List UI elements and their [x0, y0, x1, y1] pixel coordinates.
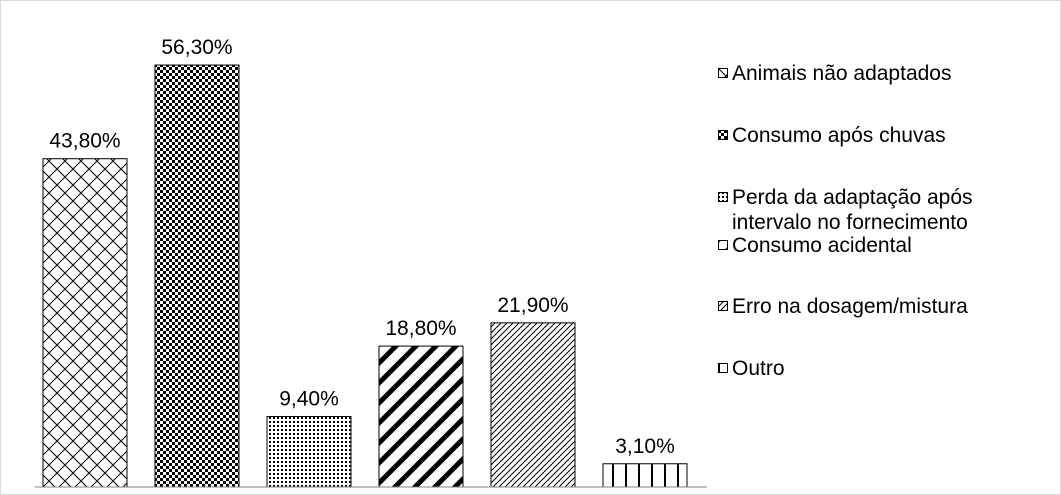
legend-swatch-2: [718, 130, 728, 140]
legend-swatch-3: [718, 192, 728, 202]
legend-item-6: Outro: [718, 356, 785, 381]
legend-label-5: Erro na dosagem/mistura: [732, 295, 968, 318]
legend-swatch-6: [718, 363, 728, 373]
legend-label-2: Consumo após chuvas: [732, 124, 946, 147]
bars: [42, 64, 688, 488]
legend-item-2: Consumo após chuvas: [718, 123, 946, 148]
data-label-5: 21,90%: [497, 294, 568, 317]
legend-item-4: Consumo acidental: [718, 233, 912, 258]
data-label-6: 3,10%: [615, 435, 675, 458]
bar-4: [378, 345, 464, 488]
bar-2: [154, 64, 240, 488]
legend-label-4: Consumo acidental: [732, 234, 912, 257]
legend-label-3: Perda da adaptação após intervalo no for…: [732, 186, 973, 234]
legend-item-1: Animais não adaptados: [718, 61, 952, 86]
legend-label-6: Outro: [732, 357, 785, 380]
data-label-3: 9,40%: [279, 388, 339, 411]
data-label-4: 18,80%: [385, 317, 456, 340]
plot-area: 43,80% 56,30% 9,40% 18,80% 21,90% 3,10%: [35, 36, 707, 488]
legend-item-5: Erro na dosagem/mistura: [718, 294, 968, 319]
data-labels: 43,80% 56,30% 9,40% 18,80% 21,90% 3,10%: [49, 36, 674, 458]
legend-swatch-4: [718, 240, 728, 250]
bar-1: [42, 158, 128, 488]
legend-swatch-1: [718, 68, 728, 78]
bar-6: [602, 463, 688, 488]
bar-3: [266, 416, 352, 488]
legend-label-1: Animais não adaptados: [732, 62, 952, 85]
data-label-1: 43,80%: [49, 130, 120, 153]
legend-item-3: Perda da adaptação após intervalo no for…: [718, 185, 973, 235]
bar-5: [490, 322, 576, 488]
legend-swatch-5: [718, 301, 728, 311]
data-label-2: 56,30%: [161, 36, 232, 59]
